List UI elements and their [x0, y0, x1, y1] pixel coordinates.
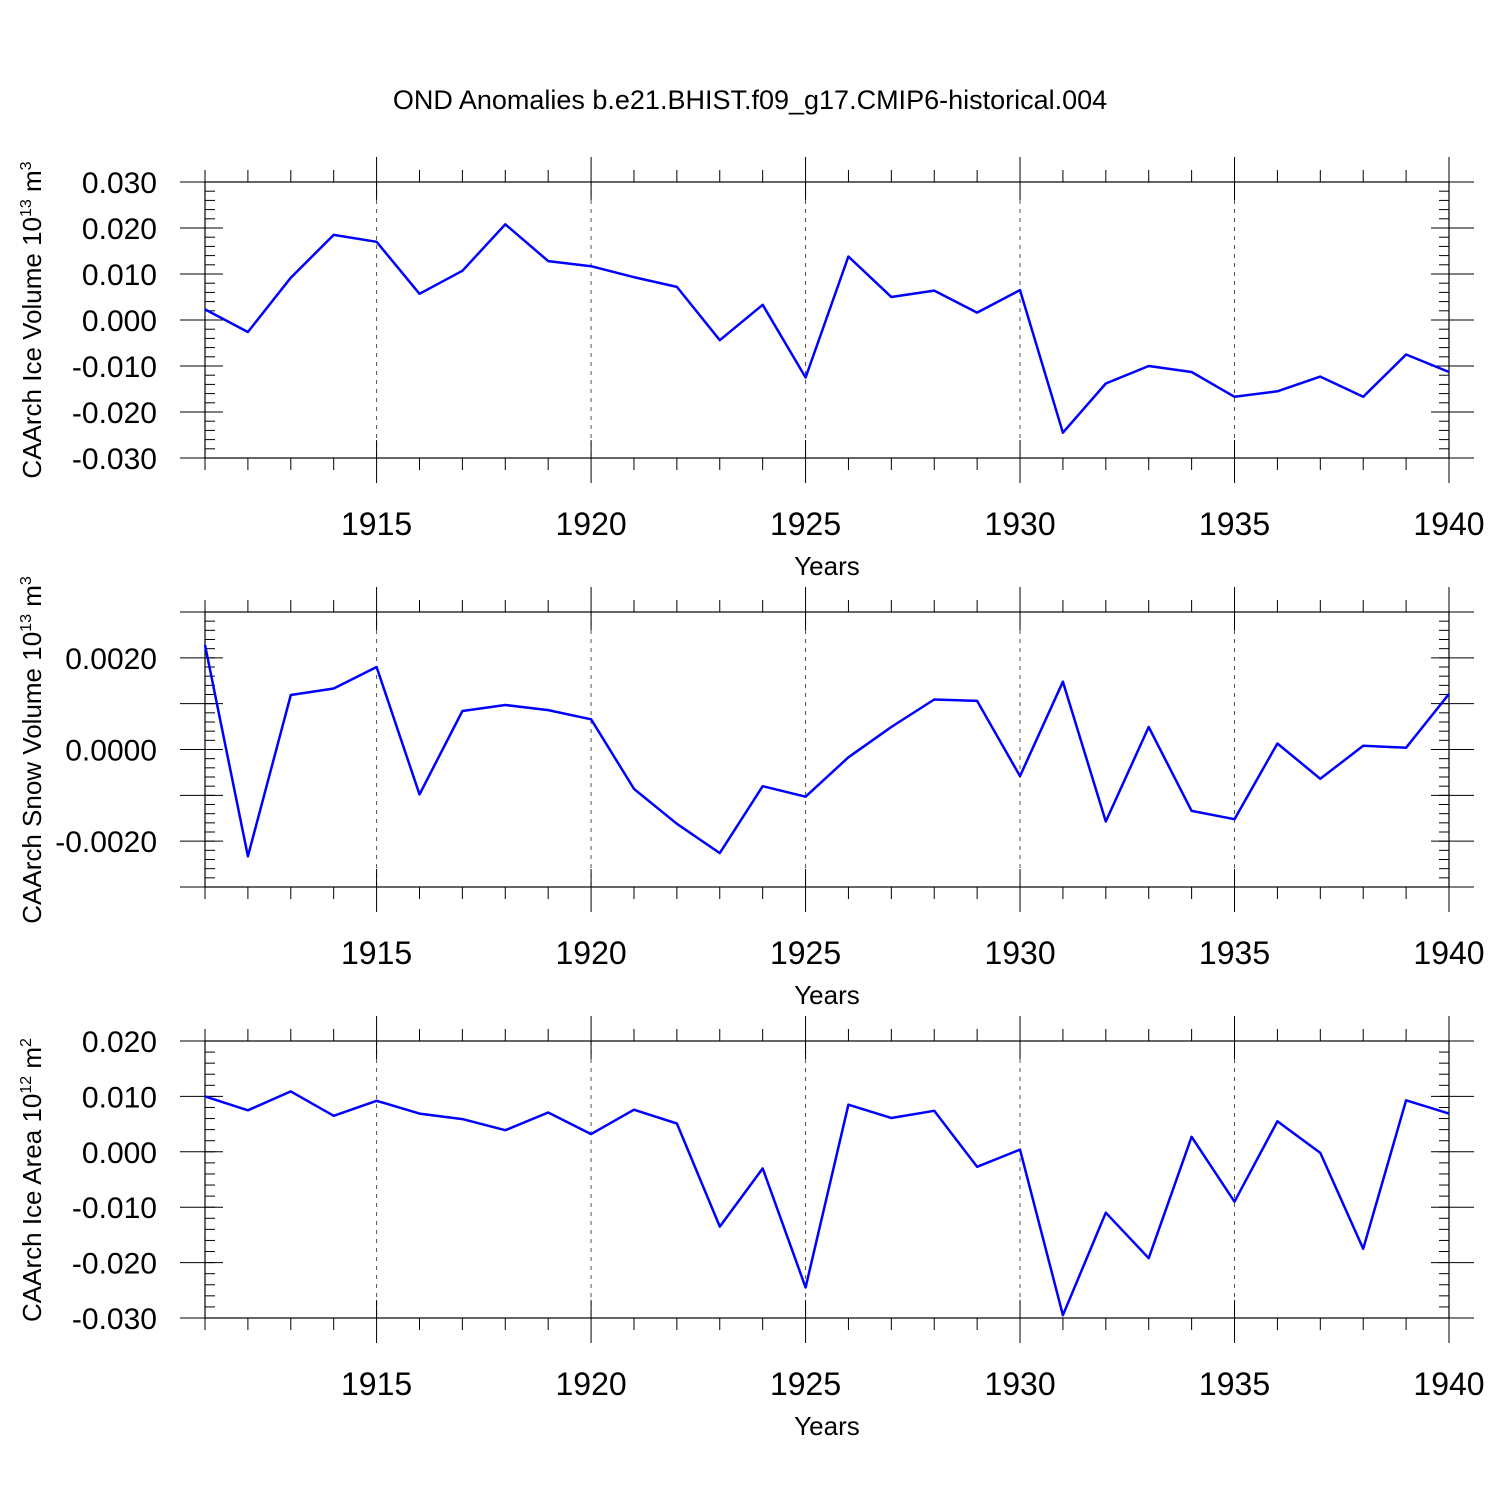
plot-frame: [204, 1040, 1450, 1319]
series-line-snow-volume: [203, 644, 1450, 858]
x-tick-label: 1930: [984, 935, 1055, 971]
x-axis-label: Years: [794, 980, 860, 1010]
panel-snow-volume: -0.0020 0.0000 0.0020 1915 1920 1925 1930 1935 1…: [17, 576, 1485, 1010]
x-tick-label: 1935: [1199, 1366, 1270, 1402]
x-tick-label: 1925: [770, 506, 841, 542]
figure-title: OND Anomalies b.e21.BHIST.f09_g17.CMIP6-…: [393, 85, 1107, 115]
y-axis-label: CAArch Ice Volume 1013 m3: [17, 161, 47, 478]
x-tick-label: 1925: [770, 1366, 841, 1402]
y-tick-label: 0.020: [82, 213, 157, 246]
y-tick-label: -0.030: [72, 443, 157, 476]
y-tick-label: -0.020: [72, 1248, 157, 1281]
x-tick-label: 1915: [341, 935, 412, 971]
y-tick-label: 0.0020: [65, 643, 157, 676]
y-tick-label: 0.010: [82, 1081, 157, 1114]
panel-ice-volume: -0.030 -0.020 -0.010 0.000 0.010 0.020 0.030 19…: [17, 157, 1485, 581]
x-axis-label: Years: [794, 1411, 860, 1441]
series-line-ice-area: [204, 1090, 1450, 1317]
x-tick-label: 1940: [1413, 935, 1484, 971]
y-tick-label: -0.020: [72, 397, 157, 430]
plot-frame: [204, 611, 1450, 888]
x-tick-label: 1935: [1199, 935, 1270, 971]
y-tick-label: -0.010: [72, 351, 157, 384]
y-axis-label: CAArch Ice Area 1012 m2: [17, 1038, 47, 1322]
x-tick-label: 1915: [341, 1366, 412, 1402]
series-line-ice-volume: [204, 223, 1450, 434]
x-tick-label: 1925: [770, 935, 841, 971]
x-tick-label: 1940: [1413, 1366, 1484, 1402]
y-tick-label: -0.030: [72, 1303, 157, 1336]
y-tick-label: 0.030: [82, 167, 157, 200]
y-tick-label: 0.0000: [65, 735, 157, 768]
y-tick-label: -0.010: [72, 1192, 157, 1225]
y-tick-label: 0.020: [82, 1026, 157, 1059]
y-tick-label: 0.000: [82, 1137, 157, 1170]
x-tick-label: 1930: [984, 1366, 1055, 1402]
x-tick-label: 1930: [984, 506, 1055, 542]
y-tick-label: 0.000: [82, 305, 157, 338]
y-axis-label: CAArch Snow Volume 1013 m3: [17, 576, 47, 924]
panels: -0.030 -0.020 -0.010 0.000 0.010 0.020 0.030 19…: [17, 157, 1485, 1441]
y-tick-label: -0.0020: [55, 826, 157, 859]
x-tick-label: 1915: [341, 506, 412, 542]
y-tick-label: 0.010: [82, 259, 157, 292]
x-tick-label: 1920: [555, 1366, 626, 1402]
x-tick-label: 1935: [1199, 506, 1270, 542]
x-tick-label: 1940: [1413, 506, 1484, 542]
x-tick-label: 1920: [555, 506, 626, 542]
panel-ice-area: -0.030 -0.020 -0.010 0.000 0.010 0.020 1915 192…: [17, 1016, 1485, 1441]
x-axis-label: Years: [794, 551, 860, 581]
x-tick-label: 1920: [555, 935, 626, 971]
